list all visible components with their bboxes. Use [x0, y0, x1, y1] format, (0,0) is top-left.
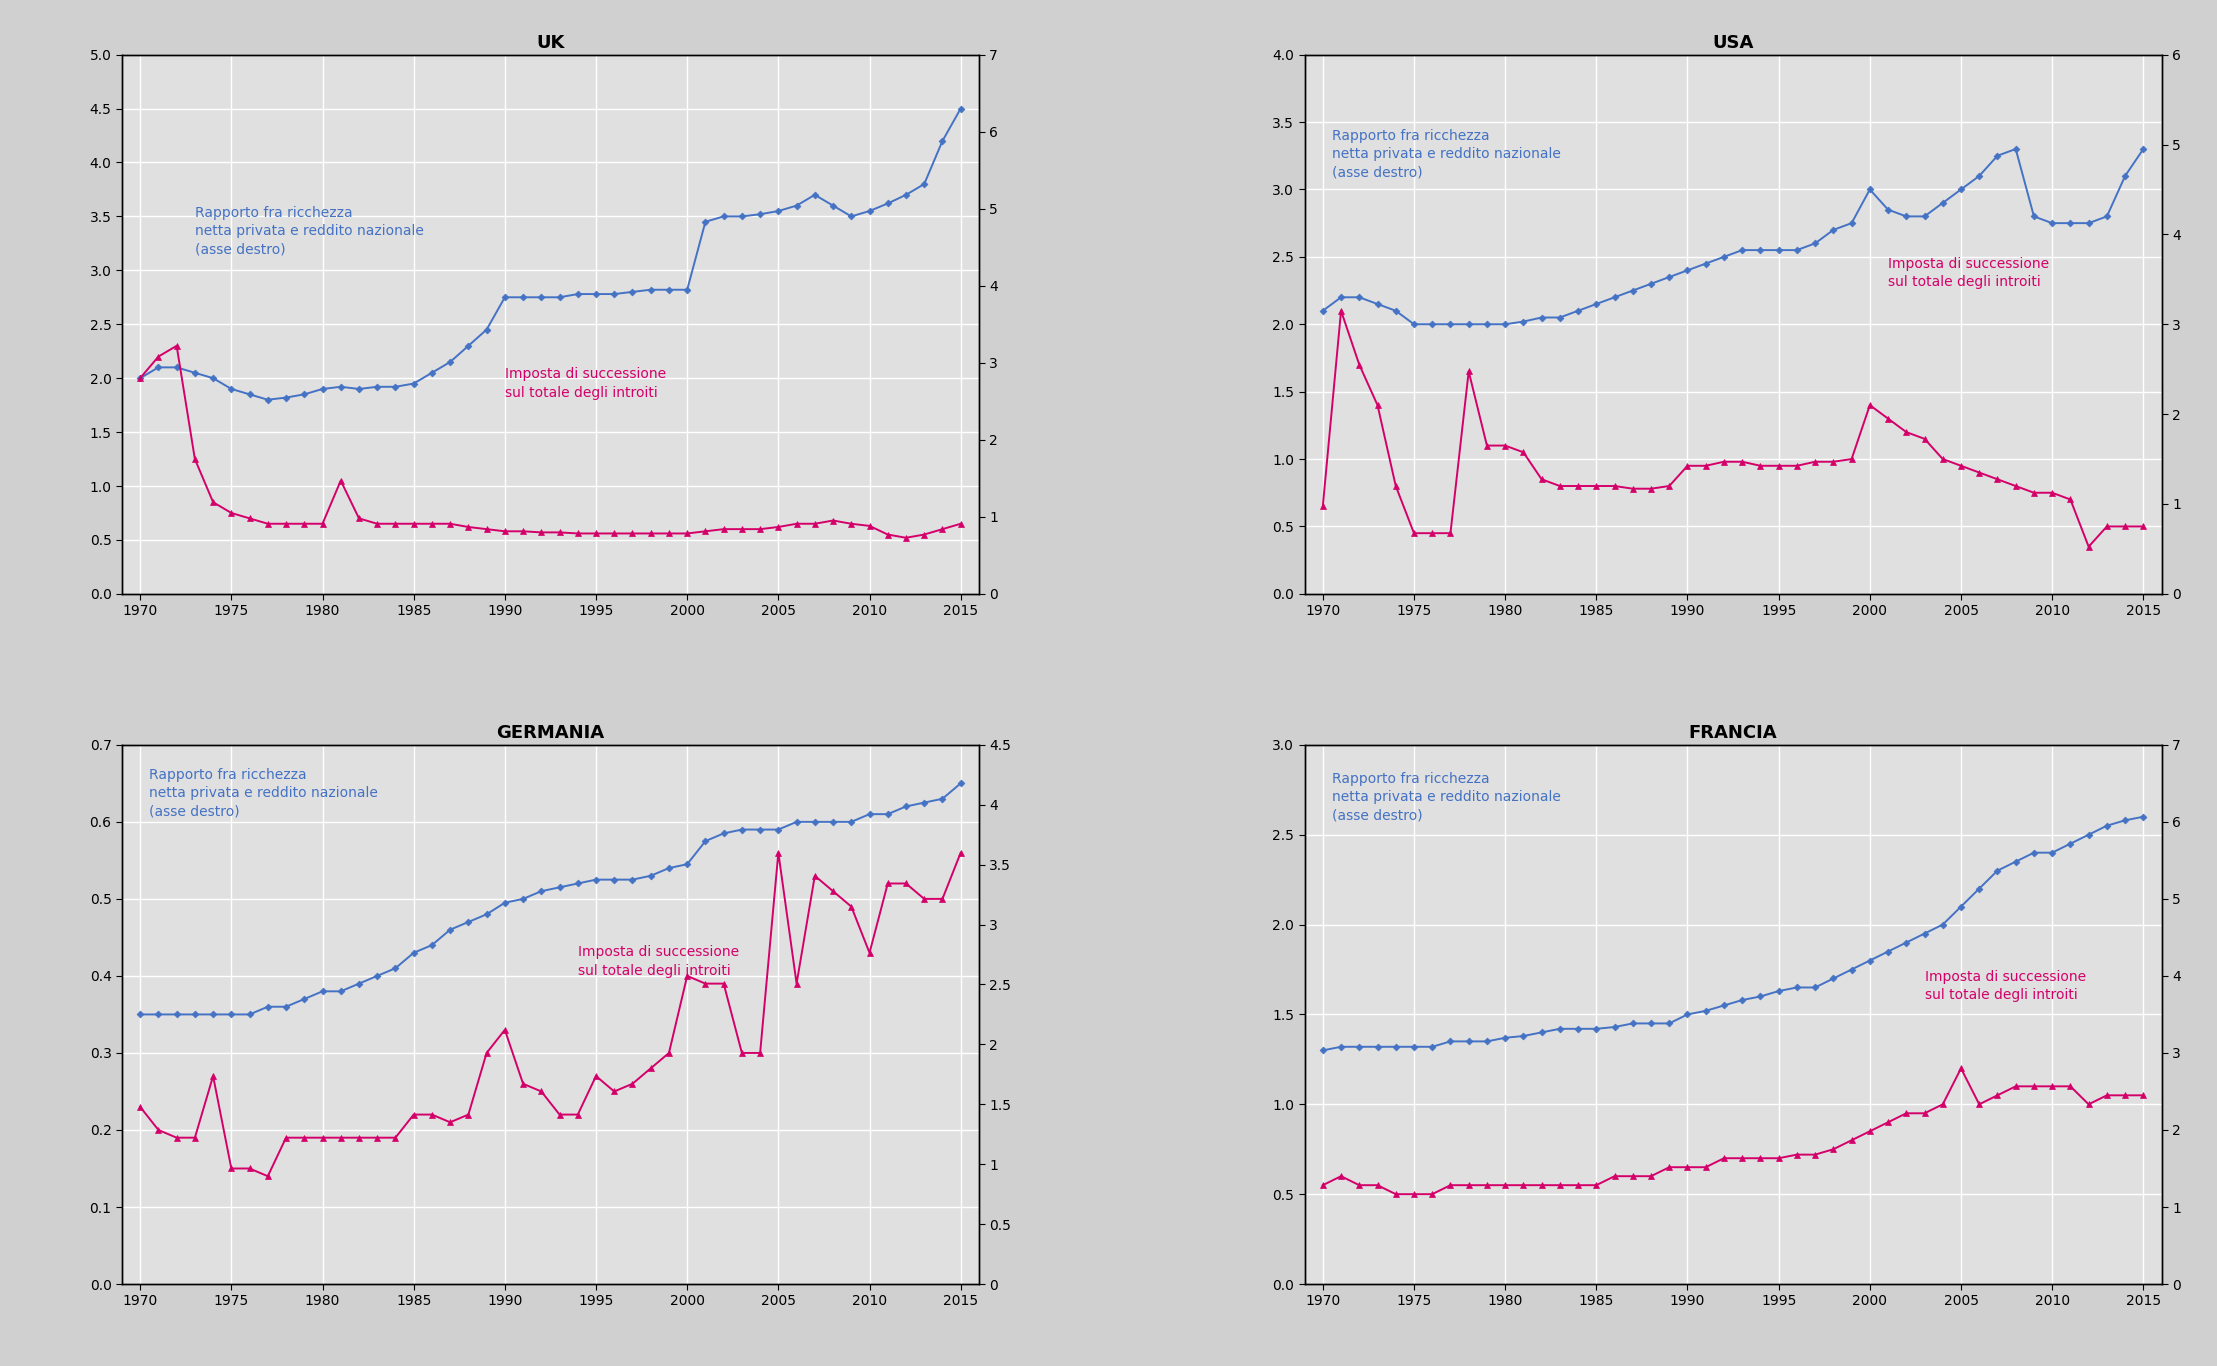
Text: Rapporto fra ricchezza
netta privata e reddito nazionale
(asse destro): Rapporto fra ricchezza netta privata e r…: [1332, 128, 1561, 179]
Title: GERMANIA: GERMANIA: [497, 724, 605, 742]
Text: Rapporto fra ricchezza
netta privata e reddito nazionale
(asse destro): Rapporto fra ricchezza netta privata e r…: [149, 768, 379, 818]
Text: Imposta di successione
sul totale degli introiti: Imposta di successione sul totale degli …: [1889, 257, 2049, 290]
Title: FRANCIA: FRANCIA: [1689, 724, 1778, 742]
Text: Imposta di successione
sul totale degli introiti: Imposta di successione sul totale degli …: [579, 945, 738, 978]
Text: Rapporto fra ricchezza
netta privata e reddito nazionale
(asse destro): Rapporto fra ricchezza netta privata e r…: [195, 206, 423, 257]
Title: UK: UK: [537, 34, 565, 52]
Text: Imposta di successione
sul totale degli introiti: Imposta di successione sul totale degli …: [1924, 970, 2086, 1001]
Text: Rapporto fra ricchezza
netta privata e reddito nazionale
(asse destro): Rapporto fra ricchezza netta privata e r…: [1332, 772, 1561, 822]
Title: USA: USA: [1712, 34, 1754, 52]
Text: Imposta di successione
sul totale degli introiti: Imposta di successione sul totale degli …: [505, 367, 665, 400]
